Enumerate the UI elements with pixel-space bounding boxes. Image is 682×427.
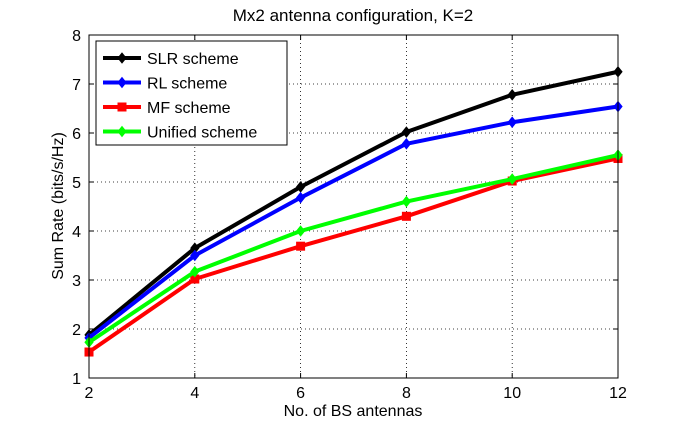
x-tick-label: 10 <box>503 385 521 402</box>
data-point <box>401 126 412 138</box>
y-axis-label: Sum Rate (bits/s/Hz) <box>50 132 67 280</box>
data-point <box>401 211 411 221</box>
chart-title: Mx2 antenna configuration, K=2 <box>233 6 474 25</box>
legend: SLR scheme RL scheme MF scheme Unified sche… <box>95 40 288 146</box>
y-tick-label: 8 <box>72 28 81 45</box>
legend-label: Unified scheme <box>147 125 257 142</box>
legend-entry: MF scheme <box>103 100 231 117</box>
legend-label: SLR scheme <box>147 51 239 68</box>
y-tick-label: 3 <box>72 273 81 290</box>
y-tick-label: 4 <box>72 224 81 241</box>
data-point <box>507 173 517 185</box>
data-point <box>190 265 200 278</box>
legend-entry: SLR scheme <box>103 51 239 68</box>
legend-label: MF scheme <box>147 100 231 117</box>
legend-entry: Unified scheme <box>103 125 257 142</box>
x-tick-label: 2 <box>85 385 94 402</box>
data-point <box>296 241 306 251</box>
series-line <box>87 69 619 337</box>
data-point <box>507 116 517 129</box>
y-tick-label: 6 <box>72 126 81 143</box>
data-point <box>295 225 306 237</box>
x-axis-label: No. of BS antennas <box>284 403 423 420</box>
legend-marker <box>117 52 127 64</box>
x-tick-label: 4 <box>190 385 199 402</box>
series-line <box>87 153 619 344</box>
x-tick-label: 8 <box>402 385 411 402</box>
legend-entry: RL scheme <box>103 76 227 93</box>
series-4 <box>84 149 623 349</box>
y-tick-label: 7 <box>72 77 81 94</box>
series-2 <box>84 100 623 344</box>
legend-marker <box>117 102 127 112</box>
x-tick-label: 6 <box>296 385 305 402</box>
legend-marker <box>117 125 127 138</box>
legend-marker <box>117 76 127 89</box>
data-point <box>507 88 517 101</box>
legend-label: RL scheme <box>147 76 227 93</box>
y-tick-label: 5 <box>72 175 81 192</box>
plot-frame <box>88 34 619 379</box>
y-tick-label: 2 <box>72 322 81 339</box>
series-line <box>87 156 619 354</box>
data-point <box>401 137 412 150</box>
series-layer <box>84 65 623 357</box>
data-point <box>401 195 412 208</box>
data-point <box>190 249 200 262</box>
series-line <box>87 104 619 340</box>
y-tick-label: 1 <box>72 371 81 388</box>
x-tick-label: 12 <box>609 385 627 402</box>
data-point <box>295 191 306 204</box>
